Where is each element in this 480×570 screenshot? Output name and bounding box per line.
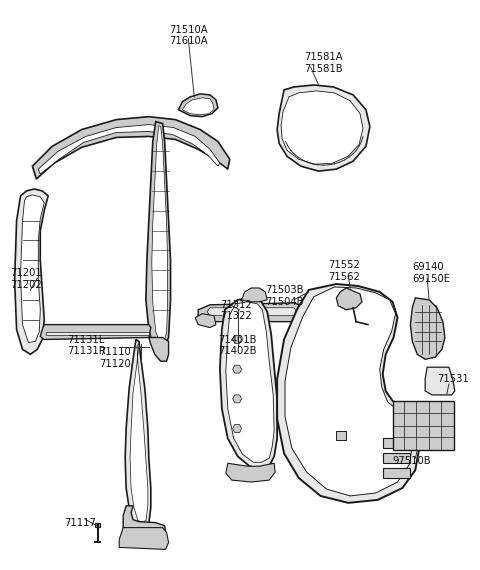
Polygon shape (46, 332, 149, 335)
Polygon shape (146, 121, 170, 349)
Text: 71503B
71504B: 71503B 71504B (265, 285, 304, 307)
Text: 71581A
71581B: 71581A 71581B (304, 52, 342, 74)
Polygon shape (277, 284, 419, 503)
Polygon shape (393, 401, 454, 450)
Polygon shape (336, 430, 346, 441)
Polygon shape (125, 340, 151, 528)
Text: 71552
71562: 71552 71562 (328, 260, 360, 282)
Polygon shape (207, 308, 297, 316)
Polygon shape (383, 468, 410, 478)
Polygon shape (383, 453, 410, 463)
Text: 69140
69150E: 69140 69150E (412, 262, 450, 284)
Polygon shape (241, 288, 267, 302)
Polygon shape (198, 303, 309, 321)
Polygon shape (226, 302, 274, 462)
Polygon shape (233, 365, 241, 373)
Polygon shape (226, 463, 275, 482)
Text: 71117: 71117 (64, 518, 96, 528)
Polygon shape (95, 523, 100, 527)
Polygon shape (179, 94, 218, 117)
Polygon shape (40, 324, 151, 340)
Polygon shape (149, 337, 168, 361)
Polygon shape (383, 438, 410, 449)
Text: 97510B: 97510B (393, 457, 431, 466)
Polygon shape (130, 344, 148, 522)
Text: 71401B
71402B: 71401B 71402B (218, 335, 256, 356)
Text: 71531: 71531 (437, 374, 469, 384)
Polygon shape (285, 287, 412, 496)
Text: 71201
71202: 71201 71202 (11, 268, 42, 290)
Polygon shape (14, 189, 48, 355)
Polygon shape (281, 91, 363, 164)
Polygon shape (277, 85, 370, 171)
Polygon shape (123, 506, 166, 538)
Polygon shape (233, 425, 241, 433)
Polygon shape (32, 117, 230, 179)
Text: 71110
71120: 71110 71120 (99, 347, 131, 369)
Polygon shape (425, 367, 455, 395)
Polygon shape (220, 298, 277, 468)
Polygon shape (152, 125, 168, 343)
Polygon shape (233, 395, 241, 403)
Polygon shape (195, 314, 216, 328)
Polygon shape (336, 288, 362, 310)
Polygon shape (410, 298, 445, 359)
Text: 71131L
71131R: 71131L 71131R (67, 335, 106, 356)
Polygon shape (182, 98, 214, 115)
Text: 71312
71322: 71312 71322 (220, 300, 252, 321)
Polygon shape (233, 336, 241, 343)
Text: 71510A
71610A: 71510A 71610A (169, 25, 208, 46)
Polygon shape (21, 195, 44, 343)
Polygon shape (119, 528, 168, 549)
Polygon shape (38, 125, 220, 174)
